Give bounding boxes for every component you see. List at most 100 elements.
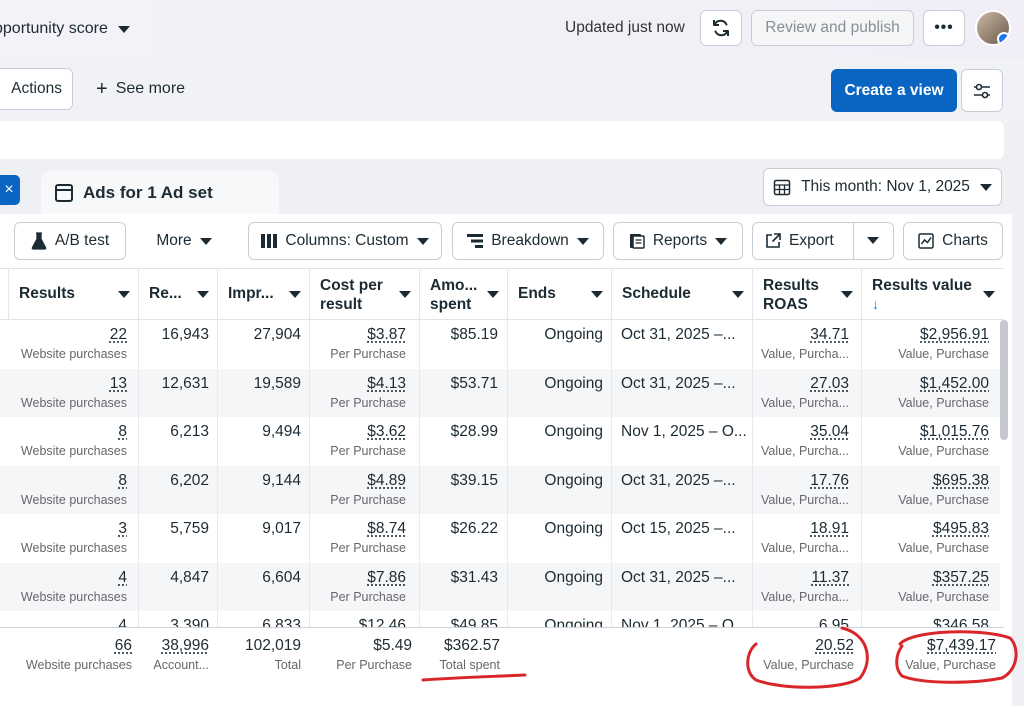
cell-value-sub: Value, Purchase <box>898 347 989 361</box>
cell-reach: 16,943 <box>161 326 209 343</box>
column-header-label: Results <box>19 285 75 302</box>
cell-cpr[interactable]: $3.62 <box>367 423 406 440</box>
cell-cpr[interactable]: $4.13 <box>367 374 406 392</box>
cell-impr: 6,604 <box>262 568 301 586</box>
cell-cpr[interactable]: $3.87 <box>367 326 406 343</box>
cell-cpr-sub: Per Purchase <box>330 347 406 361</box>
column-header-ends[interactable]: Ends <box>507 268 611 320</box>
cell-roas[interactable]: 35.04 <box>810 423 849 440</box>
cell-value[interactable]: $1,452.00 <box>920 374 989 392</box>
cell-schedule: Oct 31, 2025 –... <box>621 568 736 586</box>
column-header-roas[interactable]: Results ROAS <box>752 268 861 320</box>
total-results[interactable]: 66 <box>114 637 132 654</box>
cell-schedule: Oct 31, 2025 –... <box>621 326 736 343</box>
cell-cpr[interactable]: $8.74 <box>367 520 406 537</box>
sort-descending-icon[interactable]: ↓ <box>872 296 879 312</box>
table-row[interactable] <box>0 562 1000 611</box>
column-divider <box>507 320 508 706</box>
customize-button[interactable] <box>961 69 1003 112</box>
columns-icon <box>261 234 278 248</box>
cell-roas[interactable]: 11.37 <box>811 568 849 586</box>
actions-button[interactable]: Actions <box>0 68 73 110</box>
opportunity-score-dropdown[interactable]: pportunity score <box>0 20 130 38</box>
column-header-schedule[interactable]: Schedule <box>611 268 752 320</box>
create-view-button[interactable]: Create a view <box>831 69 957 112</box>
chevron-down-icon <box>979 183 992 191</box>
chevron-down-icon <box>197 291 209 298</box>
chevron-down-icon <box>983 291 995 298</box>
ab-test-label: A/B test <box>54 232 110 249</box>
cell-roas[interactable]: 34.71 <box>810 326 849 343</box>
columns-button[interactable]: Columns: Custom <box>248 222 442 260</box>
column-header-reach[interactable]: Re... <box>138 268 217 320</box>
cell-roas[interactable]: 27.03 <box>810 374 849 392</box>
cell-cpr-sub: Per Purchase <box>330 541 406 555</box>
total-roas[interactable]: 20.52 <box>815 637 854 654</box>
cell-value[interactable]: $2,956.91 <box>920 326 989 343</box>
cell-spent: $31.43 <box>450 568 498 586</box>
cell-value[interactable]: $357.25 <box>932 568 989 586</box>
column-header-label: Results <box>763 277 819 294</box>
breakdown-button[interactable]: Breakdown <box>452 222 604 260</box>
column-header-results[interactable]: Results <box>8 268 138 320</box>
cell-roas[interactable]: 18.91 <box>810 520 849 537</box>
reports-label: Reports <box>652 232 708 249</box>
cell-results[interactable]: 8 <box>118 471 127 489</box>
cell-roas[interactable]: 17.76 <box>810 471 849 489</box>
cell-reach: 5,759 <box>170 520 209 537</box>
chevron-down-icon <box>487 291 499 298</box>
ab-test-button[interactable]: A/B test <box>14 222 126 260</box>
cell-reach: 12,631 <box>161 374 209 392</box>
cell-results-sub: Website purchases <box>20 444 127 458</box>
vertical-scrollbar[interactable] <box>1000 320 1008 440</box>
cell-results[interactable]: 3 <box>118 520 127 537</box>
columns-label: Columns: Custom <box>285 232 409 249</box>
charts-button[interactable]: Charts <box>903 222 1003 260</box>
review-publish-button[interactable]: Review and publish <box>751 10 914 46</box>
cell-cpr[interactable]: $7.86 <box>367 568 406 586</box>
tab-ads-label: Ads for 1 Ad set <box>83 183 213 202</box>
chevron-down-icon <box>118 291 130 298</box>
column-header-results-value[interactable]: Results value ↓ <box>861 268 1003 320</box>
total-results-value[interactable]: $7,439.17 <box>927 637 996 654</box>
cell-value[interactable]: $1,015.76 <box>920 423 989 440</box>
cell-spent: $85.19 <box>450 326 498 343</box>
refresh-button[interactable] <box>700 10 742 46</box>
more-button[interactable]: More <box>138 222 230 260</box>
total-amount-spent-sub: Total spent <box>439 658 500 672</box>
cell-results[interactable]: 4 <box>118 568 127 586</box>
column-header-amount-spent[interactable]: Amo... spent <box>419 268 507 320</box>
cell-results[interactable]: 22 <box>109 326 127 343</box>
more-options-button[interactable]: ••• <box>923 10 965 46</box>
cell-ends: Ongoing <box>544 374 603 392</box>
tab-ads[interactable]: Ads for 1 Ad set <box>41 171 279 215</box>
chevron-down-icon[interactable] <box>867 237 879 244</box>
cell-results[interactable]: 13 <box>109 374 127 392</box>
cell-value[interactable]: $495.83 <box>932 520 989 537</box>
cell-value[interactable]: $695.38 <box>932 471 989 489</box>
table-row[interactable] <box>0 368 1000 417</box>
close-tab-button[interactable]: × <box>0 175 20 205</box>
export-label: Export <box>789 232 834 249</box>
cell-cpr[interactable]: $4.89 <box>367 471 406 489</box>
chevron-down-icon <box>289 291 301 298</box>
reports-button[interactable]: Reports <box>613 222 743 260</box>
cell-results[interactable]: 4 <box>118 617 127 634</box>
date-range-picker[interactable]: This month: Nov 1, 2025 <box>763 168 1002 206</box>
cell-ends: Ongoing <box>544 568 603 586</box>
cell-results[interactable]: 8 <box>118 423 127 440</box>
avatar[interactable] <box>975 10 1011 46</box>
see-more-button[interactable]: + See more <box>96 79 185 99</box>
chevron-down-icon <box>732 291 744 298</box>
export-button[interactable]: Export <box>752 222 894 260</box>
total-results-sub: Website purchases <box>25 658 132 672</box>
column-divider <box>861 320 862 706</box>
reports-icon <box>629 234 645 249</box>
total-reach[interactable]: 38,996 <box>161 637 209 654</box>
cell-results-sub: Website purchases <box>20 395 127 410</box>
column-divider <box>419 320 420 706</box>
column-header-cost-per-result[interactable]: Cost per result <box>309 268 419 320</box>
table-row[interactable] <box>0 465 1000 514</box>
column-header-impressions[interactable]: Impr... <box>217 268 309 320</box>
search-filter-bar[interactable] <box>0 121 1004 159</box>
